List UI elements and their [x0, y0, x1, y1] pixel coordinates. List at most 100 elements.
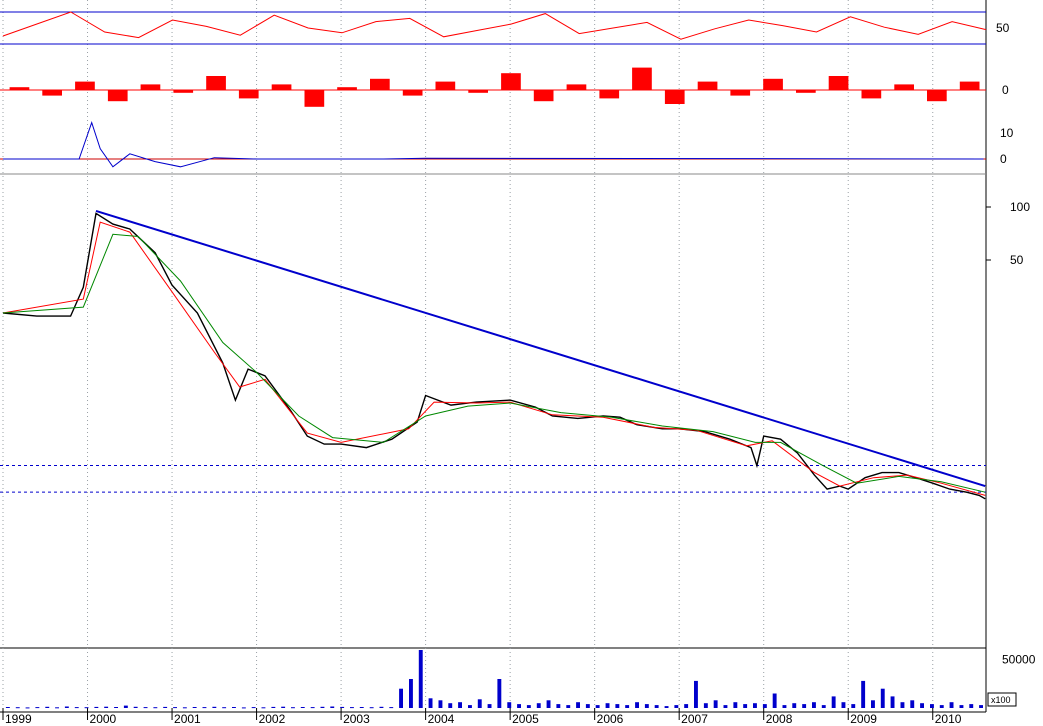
volume-bar [281, 706, 286, 708]
x-tick-label: 2004 [428, 712, 455, 726]
momentum-bar [468, 90, 488, 93]
volume-bar [15, 707, 20, 709]
x-tick-label: 1999 [5, 712, 32, 726]
momentum-bar [763, 78, 783, 90]
volume-bar [359, 707, 364, 708]
volume-bar [25, 707, 30, 709]
volume-bar [192, 707, 197, 708]
volume-bar [625, 705, 630, 708]
momentum-bar [75, 81, 95, 90]
volume-bar [556, 704, 561, 708]
price-y-tick-label: 100 [1010, 200, 1030, 214]
volume-bar [173, 707, 177, 709]
momentum-bar [828, 76, 849, 90]
volume-bar [733, 702, 738, 708]
volume-bar [409, 679, 413, 708]
momentum-bar [599, 90, 620, 99]
volume-bar [703, 703, 708, 708]
spike-line [3, 121, 984, 168]
x-tick-label: 2001 [174, 712, 201, 726]
momentum-bar [533, 90, 554, 102]
momentum-bar [9, 87, 30, 90]
momentum-bar [894, 84, 914, 90]
volume-bar [458, 702, 462, 708]
momentum-y-tick-label: 0 [1002, 83, 1009, 97]
x-tick-label: 2000 [90, 712, 117, 726]
volume-bar [94, 706, 99, 708]
x-tick-label: 2002 [259, 712, 286, 726]
volume-unit-label: x100 [991, 695, 1011, 705]
volume-bar [114, 707, 118, 708]
volume-bar [123, 705, 128, 708]
volume-bar [920, 703, 924, 708]
spike-y-tick-label: 0 [1000, 152, 1007, 166]
volume-bar [320, 706, 325, 708]
momentum-bar [402, 90, 423, 96]
volume-bar [772, 693, 777, 708]
volume-bar [792, 703, 797, 708]
x-tick-label: 2008 [766, 712, 793, 726]
volume-bar [930, 704, 934, 708]
volume-bar [664, 706, 669, 708]
volume-bar [369, 707, 374, 709]
volume-bar [526, 705, 531, 708]
volume-y-tick-label: 50000 [1002, 653, 1036, 667]
x-tick-label: 2005 [512, 712, 539, 726]
momentum-bar [730, 90, 751, 96]
volume-bar [497, 679, 502, 708]
volume-bar [310, 707, 315, 709]
x-tick-label: 2009 [850, 712, 877, 726]
momentum-bar [42, 90, 62, 96]
volume-bar [546, 700, 551, 708]
x-tick-label: 2007 [681, 712, 708, 726]
oscillator-y-tick-label: 50 [996, 21, 1010, 35]
volume-bar [143, 707, 148, 709]
momentum-bar [337, 87, 357, 90]
momentum-bar [435, 81, 456, 90]
volume-bar [182, 707, 187, 709]
volume-bar [536, 703, 541, 708]
volume-bar [831, 696, 836, 708]
volume-bar [389, 707, 394, 709]
volume-bar [910, 700, 915, 708]
volume-bar [644, 704, 649, 708]
x-tick-label: 2006 [597, 712, 624, 726]
momentum-bar [206, 76, 226, 90]
volume-bar [969, 704, 974, 708]
volume-bar [861, 680, 866, 708]
volume-bar [340, 706, 345, 708]
volume-bar [133, 706, 138, 708]
momentum-bar [304, 90, 325, 107]
volume-bar [576, 702, 580, 708]
volume-bar [566, 705, 571, 708]
momentum-bar [173, 90, 194, 93]
volume-bar [851, 704, 856, 708]
volume-bar [723, 705, 728, 708]
volume-bar [291, 707, 295, 709]
volume-bar [104, 706, 109, 708]
volume-bar [595, 705, 600, 708]
trendline [95, 209, 986, 488]
momentum-bar [370, 78, 390, 90]
volume-bar [841, 702, 846, 708]
volume-bar [939, 705, 944, 708]
momentum-bar [501, 73, 521, 90]
volume-bar [880, 688, 885, 708]
volume-bar [448, 703, 453, 708]
volume-bar [900, 702, 905, 708]
volume-bar [821, 705, 826, 708]
volume-bar [890, 696, 895, 708]
volume-bar [487, 704, 492, 708]
long-moving-average-line [2, 233, 986, 493]
volume-bar [517, 704, 521, 708]
volume-bar [585, 704, 590, 708]
volume-bar [163, 706, 168, 708]
volume-bar [202, 707, 207, 709]
volume-bar [350, 707, 354, 709]
volume-bar [261, 707, 266, 709]
momentum-bar [140, 84, 161, 90]
momentum-bar [566, 84, 587, 90]
volume-bar [300, 707, 305, 708]
volume-bar [153, 707, 158, 709]
